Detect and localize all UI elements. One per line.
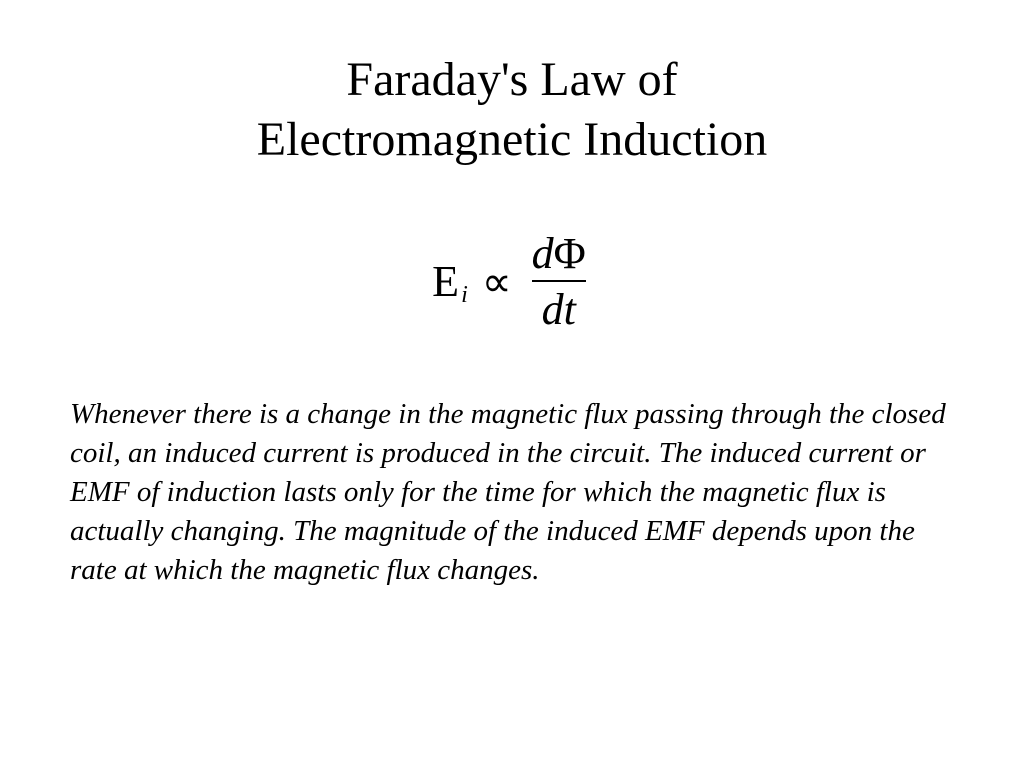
lhs-subscript: i [461,281,468,308]
equation-block: Ei ∝ dΦ dt [70,230,954,335]
numerator-phi: Φ [554,229,586,278]
equation-fraction: dΦ dt [526,230,592,335]
explanation-paragraph: Whenever there is a change in the magnet… [70,395,954,591]
slide-container: Faraday's Law of Electromagnetic Inducti… [0,0,1024,768]
fraction-denominator: dt [532,280,586,334]
equation-row: Ei ∝ dΦ dt [432,230,592,335]
slide-title: Faraday's Law of Electromagnetic Inducti… [70,50,954,170]
lhs-symbol: E [432,257,459,306]
title-line-2: Electromagnetic Induction [257,113,767,166]
numerator-d: d [532,229,554,278]
equation-lhs: Ei [432,256,468,309]
proportional-symbol: ∝ [482,257,512,307]
title-line-1: Faraday's Law of [346,53,677,106]
fraction-numerator: dΦ [526,230,592,280]
